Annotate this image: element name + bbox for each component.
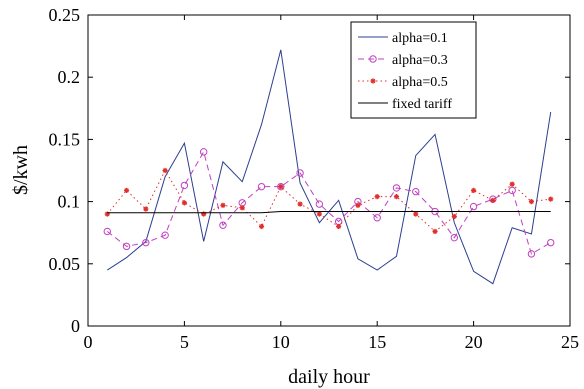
y-tick-label: 0.15 <box>49 129 81 149</box>
data-point <box>336 223 342 230</box>
data-point <box>393 194 400 200</box>
legend: alpha=0.1 alpha=0.3 alpha=0.5 fixed tariff <box>350 21 477 119</box>
data-point <box>451 213 457 220</box>
data-point <box>103 227 111 236</box>
x-tick-label: 10 <box>272 332 290 352</box>
data-point <box>258 223 265 230</box>
data-point <box>315 200 324 208</box>
legend-marker <box>370 78 376 84</box>
data-point <box>355 202 361 208</box>
data-point <box>277 182 285 191</box>
data-point <box>547 238 555 247</box>
data-point <box>412 187 420 196</box>
y-tick-label: 0.25 <box>49 5 81 25</box>
x-axis-ticks: 0 5 10 15 20 25 <box>84 15 579 352</box>
data-point <box>471 187 477 194</box>
data-point <box>162 167 168 174</box>
data-point <box>161 231 169 239</box>
data-point <box>220 202 226 208</box>
legend-marker <box>369 55 377 63</box>
x-axis-label: daily hour <box>288 366 370 388</box>
data-point <box>374 194 380 200</box>
y-tick-label: 0.05 <box>49 254 81 274</box>
data-point <box>469 202 478 211</box>
legend-box <box>350 21 477 119</box>
y-axis-label: $/kwh <box>10 145 32 195</box>
data-point <box>143 206 149 212</box>
series-line-4 <box>107 211 551 214</box>
data-point <box>508 186 516 195</box>
data-point <box>432 228 438 235</box>
data-point <box>450 233 459 242</box>
data-point <box>180 181 189 190</box>
data-point <box>296 169 304 177</box>
y-axis-ticks: 0 0.05 0.1 0.15 0.2 0.25 <box>49 5 570 336</box>
data-point <box>490 197 496 203</box>
data-point <box>122 242 131 251</box>
data-point <box>316 211 322 217</box>
data-point <box>257 182 266 191</box>
data-point <box>199 148 208 156</box>
series-layer <box>103 49 555 285</box>
x-tick-label: 25 <box>561 332 579 352</box>
data-point <box>123 187 130 194</box>
data-point <box>527 250 536 258</box>
data-point <box>413 211 419 217</box>
data-point <box>201 211 207 217</box>
plot-area <box>87 14 571 327</box>
plot-frame <box>87 14 571 327</box>
y-tick-label: 0.1 <box>58 192 81 212</box>
x-tick-label: 20 <box>465 332 483 352</box>
data-point <box>548 196 554 202</box>
data-point <box>509 181 515 187</box>
legend-label: alpha=0.1 <box>392 31 448 46</box>
legend-label: alpha=0.5 <box>392 75 448 90</box>
y-tick-label: 0.2 <box>58 67 81 87</box>
data-point <box>392 184 401 192</box>
y-tick-label: 0 <box>71 316 80 336</box>
data-point <box>239 205 245 211</box>
data-point <box>297 201 303 207</box>
series-line-3 <box>106 169 551 233</box>
legend-label: alpha=0.3 <box>392 53 448 68</box>
x-tick-label: 0 <box>84 332 93 352</box>
data-point <box>219 221 227 229</box>
data-point <box>142 238 150 247</box>
legend-label: fixed tariff <box>392 97 452 112</box>
x-tick-label: 15 <box>368 332 386 352</box>
data-point <box>181 200 187 206</box>
x-tick-label: 5 <box>180 332 189 352</box>
data-point <box>278 184 284 190</box>
data-point <box>104 211 110 217</box>
data-point <box>528 199 535 205</box>
data-point <box>373 214 381 222</box>
